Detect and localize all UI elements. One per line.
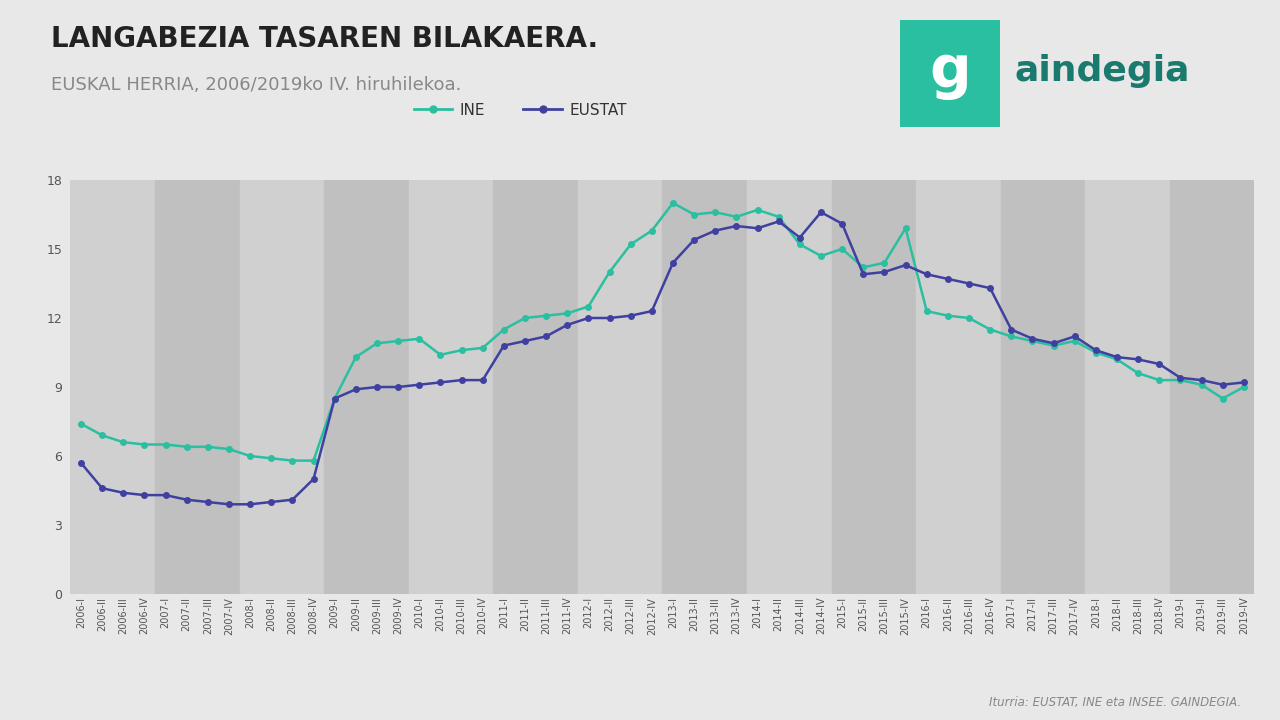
Text: aindegia: aindegia	[1014, 55, 1190, 89]
Bar	[663, 180, 748, 594]
Text: LANGABEZIA TASAREN BILAKAERA.: LANGABEZIA TASAREN BILAKAERA.	[51, 25, 598, 53]
Bar	[1085, 180, 1170, 594]
EUSTAT	[813, 208, 828, 217]
INE	[666, 199, 681, 207]
Bar	[70, 180, 155, 594]
Legend: INE, EUSTAT: INE, EUSTAT	[408, 96, 632, 124]
Bar	[493, 180, 577, 594]
Bar	[1001, 180, 1085, 594]
INE	[73, 420, 88, 428]
INE	[877, 258, 892, 267]
Bar	[748, 180, 832, 594]
Bar	[239, 180, 324, 594]
EUSTAT	[95, 484, 110, 492]
Bar	[832, 180, 916, 594]
Bar	[155, 180, 239, 594]
EUSTAT	[517, 337, 532, 346]
Bar	[408, 180, 493, 594]
INE	[1236, 383, 1252, 392]
Line: EUSTAT: EUSTAT	[78, 210, 1247, 507]
INE	[771, 212, 786, 221]
EUSTAT	[73, 459, 88, 467]
Text: g: g	[929, 43, 970, 100]
Bar	[916, 180, 1001, 594]
EUSTAT	[1236, 378, 1252, 387]
EUSTAT	[221, 500, 237, 508]
Bar	[1170, 180, 1254, 594]
INE	[1004, 332, 1019, 341]
Bar	[900, 20, 1000, 127]
Bar	[577, 180, 663, 594]
Text: EUSKAL HERRIA, 2006/2019ko IV. hiruhilekoa.: EUSKAL HERRIA, 2006/2019ko IV. hiruhilek…	[51, 76, 462, 94]
EUSTAT	[877, 268, 892, 276]
INE	[517, 314, 532, 323]
INE	[835, 245, 850, 253]
Bar	[324, 180, 408, 594]
Text: Iturria: EUSTAT, INE eta INSEE. GAINDEGIA.: Iturria: EUSTAT, INE eta INSEE. GAINDEGI…	[989, 696, 1242, 709]
INE	[95, 431, 110, 440]
EUSTAT	[750, 224, 765, 233]
EUSTAT	[1004, 325, 1019, 334]
Line: INE: INE	[78, 200, 1247, 464]
EUSTAT	[835, 220, 850, 228]
INE	[284, 456, 300, 465]
